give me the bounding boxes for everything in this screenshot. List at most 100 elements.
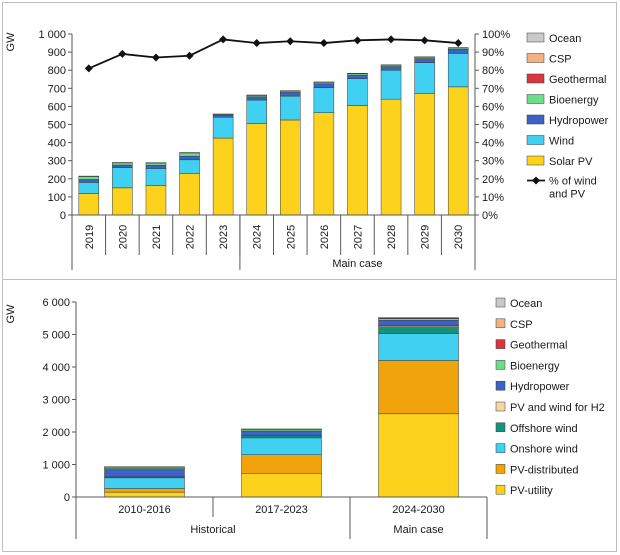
bottom-y-tick-label: 3 000 <box>42 395 70 407</box>
bottom-x-tick-label-2017-2023: 2017-2023 <box>255 504 308 516</box>
bottom-legend-swatch-pv-distributed <box>495 464 506 474</box>
bottom-legend-swatch-pv-utility <box>495 484 506 495</box>
top-x-tick-label-2022: 2022 <box>185 225 197 249</box>
bottom-y-tick-label: 4 000 <box>42 362 70 374</box>
bottom-legend-label-onshore-wind: Onshore wind <box>510 444 578 456</box>
top-x-tick-label-2025: 2025 <box>285 225 297 249</box>
bottom-legend-label-csp: CSP <box>510 319 533 331</box>
top-y-tick-label: 600 <box>48 101 66 113</box>
top-x-tick-label-2028: 2028 <box>386 225 398 249</box>
line-point-2022 <box>185 51 194 60</box>
top-legend-label-bioenergy: Bioenergy <box>549 95 599 107</box>
top-y2-tick-label: 60% <box>482 101 504 113</box>
top-legend-label-wind: Wind <box>549 136 574 148</box>
bottom-legend-label-pv-and-wind-for-h2: PV and wind for H2 <box>510 402 605 414</box>
bottom-legend-swatch-bioenergy <box>495 360 506 370</box>
bottom-y-tick-label: 6 000 <box>42 297 70 309</box>
top-legend-label-geothermal: Geothermal <box>549 74 606 86</box>
top-y-tick-label: 400 <box>48 138 66 150</box>
top-y-tick-label: 800 <box>48 65 66 77</box>
line-point-2019 <box>84 64 93 73</box>
bottom-legend-label-pv-utility: PV-utility <box>510 485 553 497</box>
bar-hydropower-2010-2016 <box>104 468 185 478</box>
top-y-tick-label: 900 <box>48 47 66 59</box>
top-legend-label-csp: CSP <box>549 54 572 66</box>
top-legend-swatch-solar-pv <box>526 155 545 166</box>
top-y2-tick-label: 10% <box>482 192 504 204</box>
bar-onshore-wind-2017-2023 <box>241 437 322 456</box>
bar-pv-utility-2024-2030 <box>378 413 459 498</box>
bottom-legend-label-bioenergy: Bioenergy <box>510 360 560 372</box>
bottom-chart-y-axis-label: GW <box>5 304 17 324</box>
bottom-legend-swatch-offshore-wind <box>495 422 506 433</box>
line-point-2025 <box>286 37 295 46</box>
bottom-legend-label-pv-distributed: PV-distributed <box>510 464 578 476</box>
bottom-legend-label-offshore-wind: Offshore wind <box>510 423 578 435</box>
top-y2-tick-label: 80% <box>482 65 504 77</box>
bar-onshore-wind-2024-2030 <box>378 333 459 361</box>
bottom-y-tick-label: 1 000 <box>42 460 70 472</box>
bar-offshore-wind-2024-2030 <box>378 326 459 334</box>
top-legend-line-label: and PV <box>549 189 586 201</box>
bottom-y-tick-label: 5 000 <box>42 330 70 342</box>
bottom-legend-label-geothermal: Geothermal <box>510 340 567 352</box>
bar-hydropower-2017-2023 <box>241 430 322 436</box>
top-x-tick-label-2019: 2019 <box>84 225 96 249</box>
top-y2-tick-label: 70% <box>482 83 504 95</box>
bar-pv-distributed-2017-2023 <box>241 454 322 474</box>
panel-divider <box>2 279 617 280</box>
bottom-group-label-main-case: Main case <box>393 524 443 536</box>
bottom-legend-swatch-hydropower <box>495 380 506 391</box>
top-y2-tick-label: 50% <box>482 120 504 132</box>
top-y-tick-label: 100 <box>48 192 66 204</box>
bar-hydropower-2024-2030 <box>378 319 459 326</box>
line-point-2024 <box>252 39 261 48</box>
bar-pv-distributed-2010-2016 <box>104 488 185 493</box>
top-legend-swatch-ocean <box>526 32 545 43</box>
top-legend-swatch-hydropower <box>526 114 545 125</box>
line-point-2026 <box>319 39 328 48</box>
top-legend-swatch-geothermal <box>526 73 545 84</box>
line-pct-of-wind-and-pv <box>88 38 459 70</box>
bottom-legend-swatch-ocean <box>495 297 506 308</box>
bottom-legend-swatch-geothermal <box>495 339 506 349</box>
bottom-legend-swatch-csp <box>495 318 506 329</box>
top-legend-line-label: % of wind <box>549 176 597 188</box>
top-group-label-main-case: Main case <box>332 258 382 270</box>
bottom-x-tick-label-2024-2030: 2024-2030 <box>392 504 445 516</box>
bar-pv-distributed-2024-2030 <box>378 360 459 415</box>
top-legend-label-hydropower: Hydropower <box>549 115 609 127</box>
bottom-y-tick-label: 2 000 <box>42 427 70 439</box>
top-y2-tick-label: 0% <box>482 210 498 222</box>
top-legend-line-marker <box>532 176 540 185</box>
bar-offshore-wind-2017-2023 <box>241 435 322 439</box>
top-legend-swatch-bioenergy <box>526 94 545 104</box>
top-y-tick-label: 700 <box>48 83 66 95</box>
top-x-tick-label-2020: 2020 <box>117 225 129 249</box>
top-x-tick-label-2023: 2023 <box>218 225 230 249</box>
line-point-2030 <box>454 39 463 48</box>
line-point-2023 <box>219 35 228 44</box>
top-x-tick-label-2024: 2024 <box>252 225 264 249</box>
bottom-x-tick-label-2010-2016: 2010-2016 <box>118 504 171 516</box>
line-point-2029 <box>420 36 429 45</box>
top-y-tick-label: 500 <box>48 120 66 132</box>
top-legend-label-ocean: Ocean <box>549 33 581 45</box>
top-y-tick-label: 1 000 <box>38 29 66 41</box>
top-legend-swatch-csp <box>526 53 545 63</box>
top-y2-tick-label: 40% <box>482 138 504 150</box>
top-x-tick-label-2029: 2029 <box>420 225 432 249</box>
top-y2-tick-label: 90% <box>482 47 504 59</box>
bottom-group-label-historical: Historical <box>190 524 235 536</box>
top-legend-label-solar-pv: Solar PV <box>549 156 593 168</box>
top-y2-tick-label: 100% <box>482 29 510 41</box>
bottom-legend-swatch-pv-and-wind-for-h2 <box>495 401 506 412</box>
top-x-tick-label-2030: 2030 <box>453 225 465 249</box>
bottom-y-tick-label: 0 <box>64 492 70 504</box>
bottom-legend-label-hydropower: Hydropower <box>510 381 570 393</box>
line-point-2027 <box>353 36 362 45</box>
bottom-legend-swatch-onshore-wind <box>495 443 506 453</box>
